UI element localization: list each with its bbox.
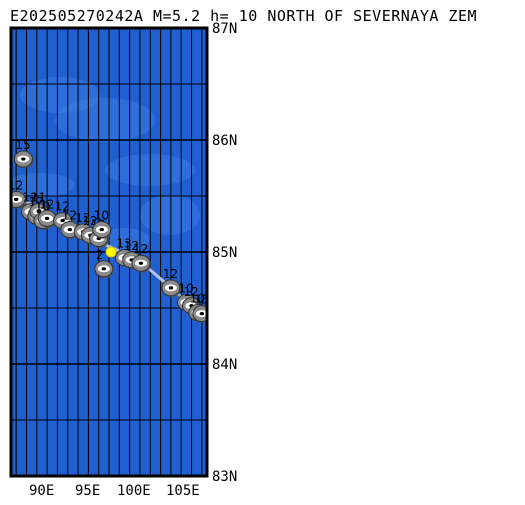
graticule [11,28,207,476]
aftershock-label: 2 [96,248,104,262]
shallow-shelf [11,77,200,252]
symbol-core [36,210,42,214]
aftershock-symbol: 12 [161,267,182,298]
shelf-patch [11,173,75,197]
lat-label-87n: 87N [212,21,237,37]
aftershock-symbol: 15 [13,138,34,169]
symbol-core [101,267,107,271]
aftershock-label: 12 [8,178,23,192]
lat-label-85n: 85N [212,245,237,261]
symbol-core [138,261,144,265]
aftershock-label: 12 [39,197,54,211]
aftershock-label: 10 [190,291,205,305]
symbol-core [199,312,205,316]
symbol-core [99,228,104,232]
aftershock-label: 11 [31,191,46,205]
aftershock-symbol: 12 [8,178,27,209]
lon-label-95e: 95E [75,483,100,499]
aftershock-label: 12 [124,239,139,253]
aftershock-label: 10 [178,281,193,295]
symbol-core [60,219,65,223]
symbol-core [13,197,19,201]
symbol-core [44,216,50,220]
symbol-core [21,157,26,161]
aftershock-label: 12 [62,209,77,223]
aftershock-label: 13 [116,237,131,251]
lon-label-100e: 100E [117,483,151,499]
aftershock-symbol: 12 [131,242,152,273]
aftershock-label: 12 [133,242,148,256]
aftershock-label: 12 [23,191,38,205]
map-frame [9,26,209,478]
aftershock-label: 12 [184,285,199,299]
aftershock-symbol: 10 [92,209,113,240]
main-event-marker [105,246,117,258]
aftershock-symbols: 1215121211101212121212121021312121210121… [8,138,209,324]
aftershock-label: 12 [163,267,178,281]
aftershock-label: 15 [15,138,30,152]
aftershock-label: 12 [55,200,70,214]
shelf-patch [140,195,200,235]
aftershock-label: 12 [82,214,97,228]
aftershock-label: 15 [194,293,209,307]
lon-label-90e: 90E [29,483,54,499]
aftershock-label: 12 [75,211,90,225]
lat-label-86n: 86N [212,133,237,149]
aftershock-symbol: 15 [192,293,209,324]
lat-label-84n: 84N [212,357,237,373]
symbol-core [168,286,174,290]
lat-label-83n: 83N [212,469,237,485]
lon-label-105e: 105E [166,483,200,499]
map-title: E202505270242A M=5.2 h= 10 NORTH OF SEVE… [10,7,478,25]
aftershock-symbol: 2 [94,248,115,279]
aftershock-label: 10 [94,209,109,223]
shelf-patch [100,228,150,252]
symbol-core [67,228,73,232]
